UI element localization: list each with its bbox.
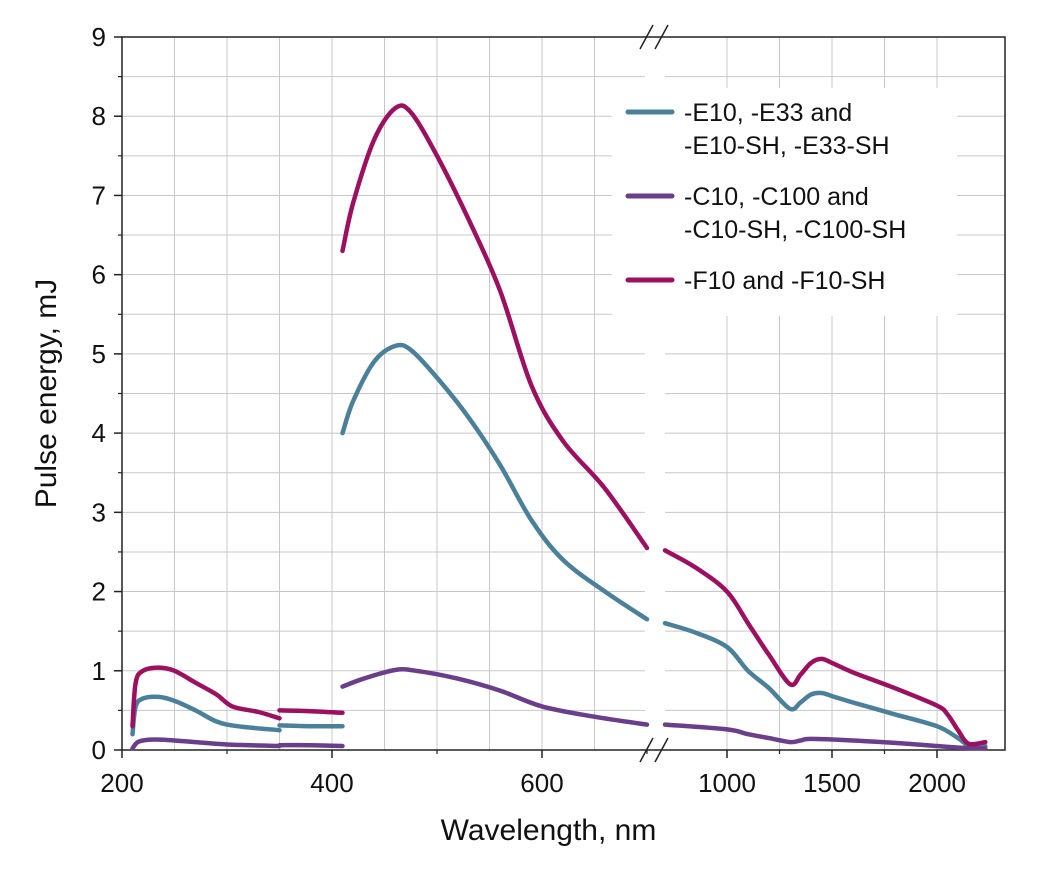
y-tick-label: 1 (92, 656, 106, 686)
legend-entry: -F10 and -F10-SH (625, 267, 885, 295)
legend-label: -C10, -C100 and (684, 183, 869, 211)
legend-label: -F10 and -F10-SH (684, 267, 885, 295)
series-line-segment (662, 620, 988, 749)
legend: -E10, -E33 and -E10-SH, -E33-SH -C10, -C10… (625, 99, 906, 295)
x-tick-label: 200 (100, 768, 143, 798)
y-tick-label: 0 (92, 735, 106, 765)
series-1 (130, 342, 988, 749)
series-line-segment (130, 737, 282, 751)
y-tick-label: 2 (92, 577, 106, 607)
series-line-segment (340, 667, 650, 727)
legend-label: -E10, -E33 and (684, 99, 852, 127)
series-line-segment (130, 694, 282, 737)
x-axis-title: Wavelength, nm (441, 814, 657, 847)
y-tick-label: 5 (92, 339, 106, 369)
legend-label: -E10-SH, -E33-SH (684, 132, 890, 160)
legend-entry: -C10, -C100 and -C10-SH, -C100-SH (625, 183, 906, 244)
y-tick-label: 6 (92, 260, 106, 290)
x-axis-ticks: 200 400 600 1000 1500 2000 (100, 750, 966, 798)
series-line-segment (277, 708, 345, 716)
series-lines (130, 103, 988, 751)
y-tick-label: 3 (92, 497, 106, 527)
series-line-segment (662, 548, 988, 747)
series-line-segment (277, 742, 345, 749)
y-tick-label: 9 (92, 22, 106, 52)
series-3 (130, 103, 988, 747)
x-tick-label: 2000 (908, 768, 966, 798)
series-line-segment (340, 103, 650, 551)
y-axis-ticks: 0 1 2 3 4 5 6 7 8 9 (92, 22, 122, 765)
x-tick-label: 400 (310, 768, 353, 798)
x-tick-label: 600 (520, 768, 563, 798)
x-tick-label: 1500 (803, 768, 861, 798)
series-line-segment (662, 722, 988, 751)
y-tick-label: 4 (92, 418, 106, 448)
series-2 (130, 667, 988, 751)
y-tick-label: 8 (92, 101, 106, 131)
legend-label: -C10-SH, -C100-SH (684, 216, 906, 244)
series-line-segment (340, 342, 650, 622)
series-line-segment (277, 723, 345, 729)
series-line-segment (130, 665, 282, 729)
y-axis-title: Pulse energy, mJ (30, 279, 63, 509)
legend-entry: -E10, -E33 and -E10-SH, -E33-SH (625, 99, 890, 160)
y-tick-label: 7 (92, 180, 106, 210)
x-tick-label: 1000 (698, 768, 756, 798)
